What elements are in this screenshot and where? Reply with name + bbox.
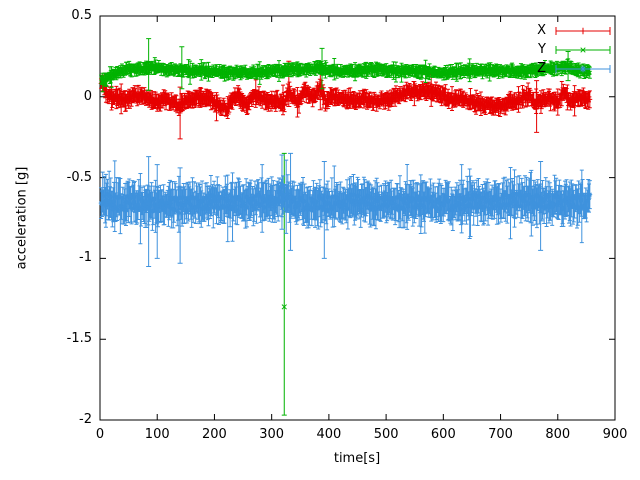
x-tick-label: 700 [488,427,513,442]
x-tick-label: 600 [430,427,456,442]
x-tick-label: 800 [545,427,571,442]
x-tick-label: 900 [602,427,628,442]
y-tick-label: 0 [83,88,92,104]
y-tick-label: -0.5 [66,169,92,185]
x-tick-label: 300 [259,427,285,442]
x-tick-label: 400 [316,427,342,442]
y-tick-label: -2 [79,412,92,427]
legend-label-z: Z [537,61,546,76]
x-axis-label: time[s] [333,451,381,466]
y-tick-label: -1.5 [66,331,92,347]
legend-label-y: Y [538,42,546,57]
legend-label-x: X [537,23,546,38]
y-tick-label: -1 [79,250,92,266]
x-tick-label: 200 [202,427,227,442]
x-tick-label: 0 [95,427,105,442]
x-tick-label: 500 [373,427,399,442]
y-tick-label: 0.5 [71,8,92,23]
x-tick-label: 100 [144,427,170,442]
